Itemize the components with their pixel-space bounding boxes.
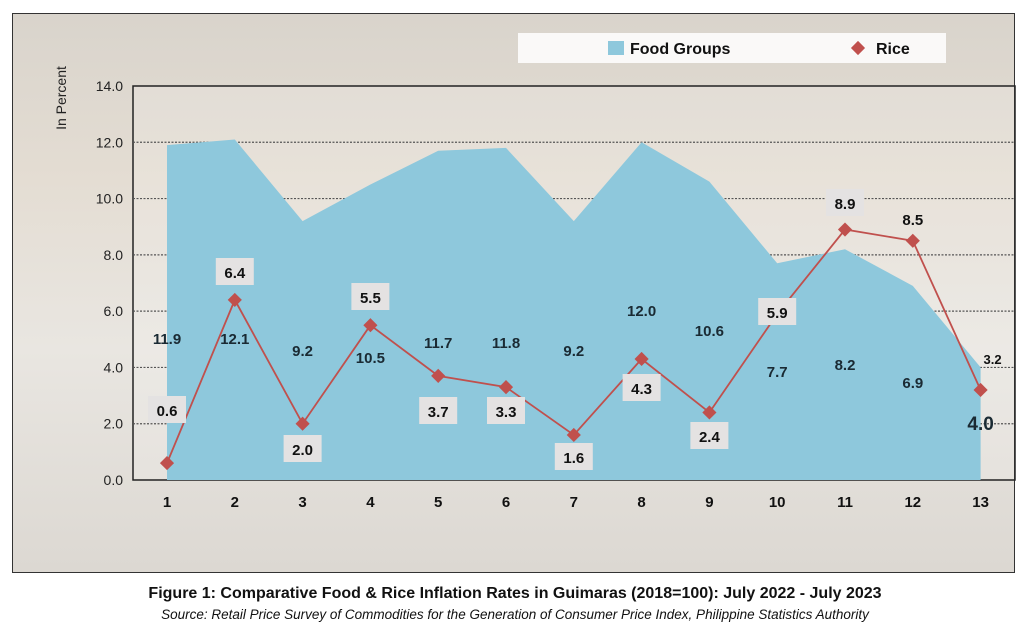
rice-label-box [554,443,593,470]
y-tick-label: 12.0 [96,134,123,150]
legend-food-swatch [608,41,624,55]
legend-rice-marker [850,40,866,56]
rice-data-label: 5.5 [360,290,381,307]
legend-rice-label: Rice [876,41,910,58]
rice-data-label: 0.6 [157,403,178,420]
legend-box [518,33,946,63]
food-groups-data-label: 11.7 [424,335,452,352]
rice-data-label: 3.2 [984,352,1002,367]
rice-data-label: 3.3 [496,404,517,421]
rice-data-label: 2.4 [699,429,721,446]
rice-marker [431,368,446,383]
food-groups-data-label: 11.8 [492,335,520,352]
y-tick-label: 2.0 [104,416,124,432]
rice-data-label: 4.3 [631,381,652,398]
food-groups-data-label: 4.0 [967,414,993,435]
food-groups-data-label: 12.1 [220,331,249,348]
x-tick-label: 2 [231,494,239,511]
rice-label-box [419,397,458,424]
food-groups-data-label: 12.0 [627,303,656,320]
rice-label-box [690,422,729,449]
x-tick-label: 1 [163,494,171,511]
rice-label-box [622,374,661,401]
x-tick-label: 7 [570,494,578,511]
x-tick-label: 8 [637,494,645,511]
rice-data-label: 1.6 [563,450,584,467]
y-tick-label: 14.0 [96,78,123,94]
rice-marker [905,233,920,248]
rice-label-box [215,258,254,285]
rice-label-box [148,396,186,423]
figure-caption: Figure 1: Comparative Food & Rice Inflat… [148,585,882,602]
rice-marker [227,292,242,307]
food-groups-area [167,139,981,480]
rice-label-box [351,283,390,310]
x-tick-label: 10 [769,494,786,511]
rice-marker [566,427,581,443]
x-tick-label: 13 [972,494,989,511]
rice-label-box [487,397,525,424]
x-tick-label: 9 [705,494,713,511]
food-groups-data-label: 9.2 [563,343,584,360]
y-tick-label: 6.0 [104,303,124,319]
x-tick-label: 6 [502,494,510,511]
legend-food-label: Food Groups [630,41,731,58]
x-tick-label: 11 [837,494,853,511]
y-tick-label: 10.0 [96,191,123,207]
rice-data-label: 2.0 [292,442,313,459]
x-tick-label: 3 [298,494,306,511]
rice-data-label: 3.7 [428,404,449,421]
rice-marker [159,456,175,471]
y-axis-label: In Percent [53,66,69,130]
rice-data-label: 8.9 [835,196,856,213]
rice-marker [498,380,514,395]
rice-marker [363,318,378,333]
food-groups-data-label: 10.6 [695,323,724,340]
food-groups-data-label: 11.9 [153,331,181,348]
food-groups-data-label: 10.5 [356,350,385,367]
x-tick-label: 12 [904,494,921,511]
y-tick-label: 0.0 [104,472,124,488]
food-groups-data-label: 8.2 [835,357,856,374]
food-groups-data-label: 7.7 [767,364,788,381]
rice-marker [295,416,310,431]
figure-source: Source: Retail Price Survey of Commoditi… [161,607,869,622]
rice-marker [634,351,649,367]
y-tick-label: 8.0 [104,247,124,263]
x-tick-label: 4 [366,494,375,511]
food-groups-data-label: 6.9 [902,375,923,392]
rice-label-box [283,435,322,462]
rice-label-box [758,298,797,325]
rice-data-label: 6.4 [224,265,246,282]
x-tick-label: 5 [434,494,442,511]
rice-marker [973,382,988,398]
y-tick-label: 4.0 [104,359,124,375]
rice-label-box [826,189,864,216]
food-groups-data-label: 9.2 [292,343,313,360]
rice-marker [702,405,717,420]
rice-marker [837,222,853,237]
rice-data-label: 5.9 [767,305,788,322]
rice-data-label: 8.5 [902,212,923,229]
